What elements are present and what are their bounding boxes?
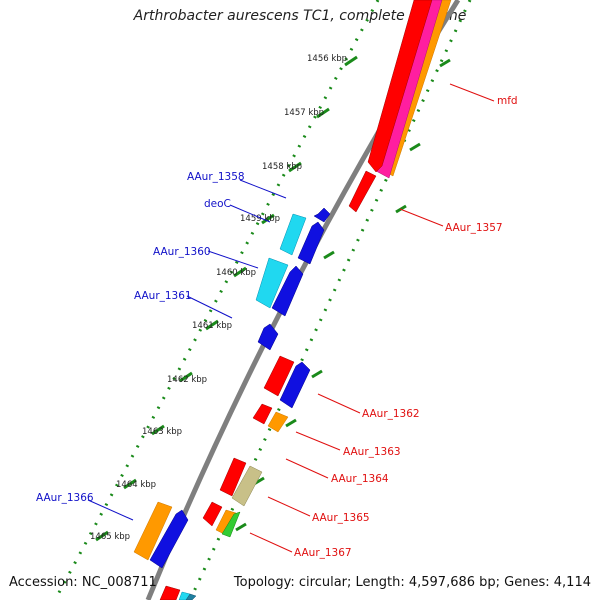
gene-label-aaur-1366: AAur_1366 <box>36 492 94 504</box>
gene-feature-aaur-1363 <box>252 403 273 425</box>
ruler-label: 1462 kbp <box>167 375 207 385</box>
ruler-label: 1465 kbp <box>90 532 130 542</box>
label-leader-line <box>267 496 311 517</box>
label-leader-line <box>207 250 259 269</box>
ruler-tick <box>235 522 247 532</box>
gene-feature-aaur-1363 <box>267 411 289 433</box>
gene-label-aaur-1357: AAur_1357 <box>445 222 503 234</box>
label-leader-line <box>449 83 495 102</box>
gene-feature-aaur-1366 <box>149 509 189 569</box>
gene-feature-aaur-1362 <box>279 361 311 409</box>
map-title: Arthrobacter aurescens TC1, complete gen… <box>133 8 467 24</box>
label-leader-line <box>399 208 444 227</box>
ruler-tick <box>439 58 451 68</box>
label-leader-line <box>285 458 329 479</box>
gene-feature <box>185 593 197 600</box>
gene-label-deoc: deoC <box>204 198 231 210</box>
gene-feature-aaur-1357 <box>348 170 377 213</box>
gene-label-mfd: mfd <box>497 95 518 107</box>
gene-label-aaur-1367: AAur_1367 <box>294 547 352 559</box>
gene-feature-aaur-1367 <box>221 511 241 538</box>
ruler-label: 1463 kbp <box>142 427 182 437</box>
gene-feature-aaur-1366 <box>133 501 173 561</box>
ruler-tick <box>344 55 358 67</box>
ruler-tick <box>261 213 275 225</box>
ruler-label: 1458 kbp <box>262 162 302 172</box>
ruler-tick <box>311 369 323 379</box>
gene-label-aaur-1362: AAur_1362 <box>362 408 420 420</box>
ruler-tick <box>285 418 297 428</box>
ruler-tick <box>205 319 219 331</box>
label-leader-line <box>239 179 287 199</box>
gene-feature-aaur-1362 <box>263 355 295 397</box>
ruler-tick <box>316 107 330 119</box>
gene-label-aaur-1364: AAur_1364 <box>331 473 389 485</box>
label-leader-line <box>295 431 341 451</box>
topology-text: Topology: circular; Length: 4,597,686 bp… <box>233 575 591 590</box>
ruler-label: 1457 kbp <box>284 108 324 118</box>
gene-label-aaur-1361: AAur_1361 <box>134 290 192 302</box>
ruler-label: 1459 kbp <box>240 214 280 224</box>
ruler-tick <box>123 478 137 490</box>
label-leader-line <box>186 295 233 319</box>
gene-feature-deoc <box>297 221 325 265</box>
gene-feature-deoc <box>279 213 307 256</box>
gene-feature-mfd <box>367 0 433 173</box>
ruler-tick <box>233 266 247 278</box>
ruler-label: 1460 kbp <box>216 268 256 278</box>
label-leader-line <box>87 499 134 521</box>
label-leader-line <box>249 532 293 553</box>
ruler-label: 1456 kbp <box>307 54 347 64</box>
ruler-tick <box>409 142 421 152</box>
ruler-track-outer <box>188 0 472 600</box>
ruler-label: 1464 kbp <box>116 480 156 490</box>
ruler-tick <box>179 371 193 383</box>
gene-feature-aaur-1360 <box>255 257 289 309</box>
gene-feature-aaur-1364 <box>219 457 247 497</box>
gene-feature-aaur-1364 <box>231 465 263 507</box>
ruler-label: 1461 kbp <box>192 321 232 331</box>
gene-label-aaur-1363: AAur_1363 <box>343 446 401 458</box>
ruler-tick <box>151 424 165 436</box>
gene-feature <box>159 585 181 600</box>
ruler-tick <box>288 161 302 173</box>
ruler-tick <box>323 250 335 260</box>
gene-feature-aaur-1361 <box>257 323 279 351</box>
gene-label-aaur-1358: AAur_1358 <box>187 171 245 183</box>
gene-feature-aaur-1358 <box>313 207 331 223</box>
label-leader-line <box>317 393 361 414</box>
gene-label-aaur-1365: AAur_1365 <box>312 512 370 524</box>
label-leader-line <box>229 204 271 223</box>
ruler-tick <box>95 530 109 542</box>
gene-label-aaur-1360: AAur_1360 <box>153 246 211 258</box>
gene-feature-aaur-1365 <box>202 501 223 527</box>
gene-feature-aaur-1360 <box>271 265 304 317</box>
accession-text: Accession: NC_008711 <box>9 575 157 590</box>
